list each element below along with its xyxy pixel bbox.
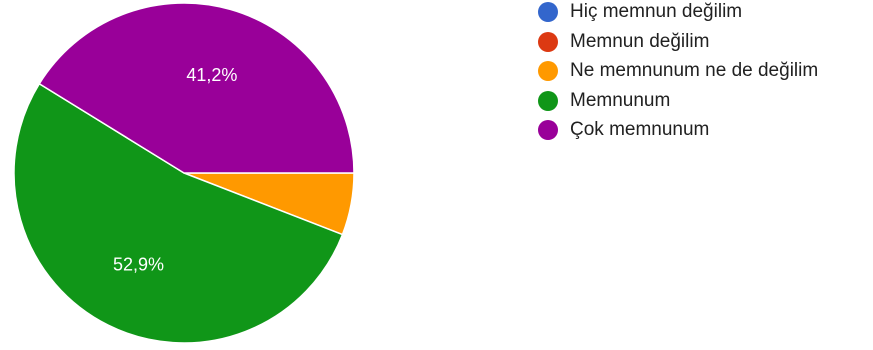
legend-swatch-icon (538, 31, 558, 52)
legend-label: Çok memnunum (570, 119, 710, 140)
data-label-cok-memnunum: 41,2% (186, 65, 237, 85)
pie-slice-memnunum[interactable] (13, 82, 344, 344)
legend-swatch-icon (538, 2, 558, 22)
pie-chart: 52,9% 41,2% (13, 2, 355, 344)
legend-swatch-icon (538, 61, 558, 81)
legend-item-hic-memnun-degilim[interactable]: Hiç memnun değilim (538, 1, 818, 22)
legend-label: Hiç memnun değilim (570, 1, 743, 22)
legend-item-ne-memnunum-ne-de-degilim[interactable]: Ne memnunum ne de değilim (538, 60, 819, 81)
legend-label: Ne memnunum ne de değilim (570, 60, 819, 81)
chart-legend: Hiç memnun değilim Memnun değilim Ne memnu… (538, 1, 819, 151)
legend-item-cok-memnunum[interactable]: Çok memnunum (538, 119, 818, 140)
legend-item-memnunum[interactable]: Memnunum (538, 89, 818, 111)
legend-item-memnun-degilim[interactable]: Memnun değilim (538, 30, 818, 52)
legend-swatch-icon (538, 90, 558, 111)
pie-slice-cok-memnunum[interactable] (38, 2, 355, 174)
legend-label: Memnunum (570, 89, 671, 111)
data-label-memnunum: 52,9% (113, 254, 164, 274)
legend-label: Memnun değilim (570, 30, 710, 52)
legend-swatch-icon (538, 120, 558, 140)
